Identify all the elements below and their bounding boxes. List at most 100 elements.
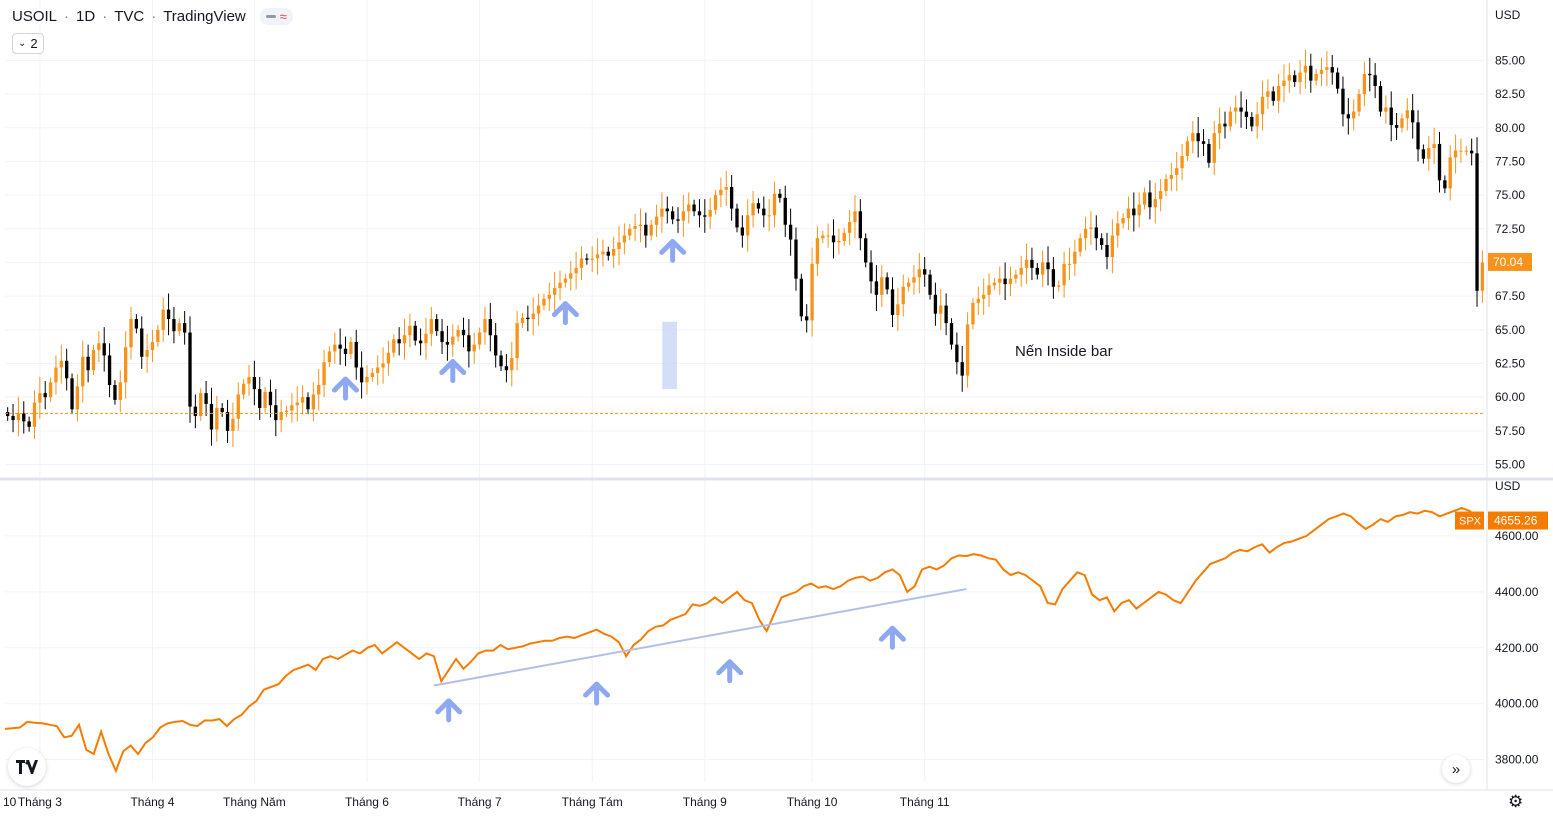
exchange-label: TVC: [114, 8, 145, 25]
candle-body: [697, 211, 702, 216]
y-tick-label: 57.50: [1495, 424, 1525, 438]
candle-body: [1094, 227, 1098, 239]
x-tick-label: Tháng 7: [458, 795, 502, 809]
candle-body: [54, 367, 58, 383]
candle-body: [1314, 73, 1318, 81]
candle-body: [762, 208, 766, 216]
candle-body: [156, 329, 160, 342]
candle-body: [1319, 69, 1324, 74]
candle-body: [799, 278, 804, 317]
candle-body: [1078, 238, 1082, 252]
candle-body: [976, 298, 980, 303]
candle-body: [547, 294, 551, 299]
candle-body: [1437, 143, 1442, 181]
candle-body: [628, 228, 632, 236]
spx-arrow: [583, 681, 611, 706]
candle-body: [574, 267, 578, 274]
x-tick-label: Tháng 4: [130, 795, 174, 809]
candle-body: [381, 363, 385, 368]
x-tick-label: 10: [3, 795, 17, 809]
tradingview-logo-icon[interactable]: [8, 748, 46, 786]
candle-body: [1400, 118, 1404, 128]
candle-body: [118, 382, 122, 400]
candle-body: [75, 386, 80, 410]
candle-body: [81, 356, 85, 387]
candle-body: [494, 335, 498, 356]
scroll-to-realtime-button[interactable]: »: [1442, 755, 1470, 783]
candle-body: [1175, 168, 1179, 175]
candle-body: [864, 238, 868, 263]
candle-body: [295, 402, 299, 406]
candle-body: [1448, 157, 1452, 189]
candle-body: [1110, 235, 1115, 258]
candle-body: [1207, 143, 1211, 163]
y-tick-label: 77.50: [1495, 154, 1525, 168]
candle-body: [22, 413, 26, 422]
candle-body: [86, 356, 90, 371]
candle-body: [274, 405, 278, 421]
candle-body: [172, 319, 176, 332]
candle-body: [810, 263, 814, 321]
candle-body: [1480, 262, 1485, 291]
candle-body: [333, 344, 337, 352]
arrow-up-icon: [878, 625, 906, 650]
indicator-collapse-button[interactable]: ⌄ 2: [12, 33, 44, 54]
candle-body: [161, 309, 165, 330]
candle-body: [1234, 107, 1238, 112]
candle-body: [70, 378, 74, 410]
candle-body: [1014, 274, 1018, 279]
candle-body: [6, 411, 10, 417]
candle-body: [670, 211, 675, 220]
candle-body: [429, 319, 433, 334]
candle-body: [1019, 267, 1023, 275]
candle-body: [209, 403, 214, 430]
candle-body: [1116, 223, 1120, 236]
candle-body: [236, 394, 240, 419]
status-pill[interactable]: ≈: [259, 8, 293, 25]
candle-body: [526, 317, 530, 320]
candle-body: [1201, 141, 1206, 144]
candle-body: [553, 288, 557, 295]
candle-body: [1421, 149, 1426, 159]
candle-body: [756, 203, 761, 209]
candle-body: [258, 389, 262, 408]
candle-body: [638, 224, 643, 227]
candle-body: [510, 358, 514, 371]
candle-body: [129, 319, 133, 348]
x-tick-label: Tháng Tám: [562, 795, 623, 809]
candle-body: [1046, 262, 1050, 270]
candle-body: [1464, 150, 1468, 152]
inside-bar-highlight: [662, 321, 678, 390]
candle-body: [1089, 227, 1093, 229]
usoil-candles: [6, 49, 1485, 448]
y-tick-label: 62.50: [1495, 357, 1525, 371]
candle-body: [134, 319, 139, 329]
grid: [5, 0, 1484, 782]
candle-body: [1432, 143, 1436, 148]
spx-series-tag-bg: [1455, 511, 1484, 530]
candle-body: [365, 376, 369, 383]
x-tick-label: Tháng 10: [787, 795, 838, 809]
candle-body: [1287, 75, 1292, 81]
x-tick-label: Tháng Năm: [223, 795, 286, 809]
candle-body: [311, 394, 316, 410]
symbol-legend[interactable]: USOIL · 1D · TVC · TradingView ≈: [12, 8, 293, 25]
candle-body: [177, 323, 181, 332]
candle-body: [826, 235, 830, 237]
candle-body: [1067, 263, 1072, 265]
candle-body: [837, 240, 841, 243]
y-tick-label: 72.50: [1495, 222, 1525, 236]
candle-body: [483, 319, 487, 333]
candle-body: [1217, 123, 1222, 134]
gear-icon[interactable]: ⚙: [1508, 792, 1524, 811]
candle-body: [413, 325, 417, 341]
candle-body: [97, 343, 101, 351]
candle-body: [65, 360, 69, 379]
candle-body: [359, 367, 364, 383]
candle-body: [1384, 107, 1388, 112]
x-tick-label: Tháng 6: [345, 795, 389, 809]
candle-body: [504, 366, 509, 371]
candle-body: [901, 286, 905, 305]
candle-body: [595, 254, 600, 259]
